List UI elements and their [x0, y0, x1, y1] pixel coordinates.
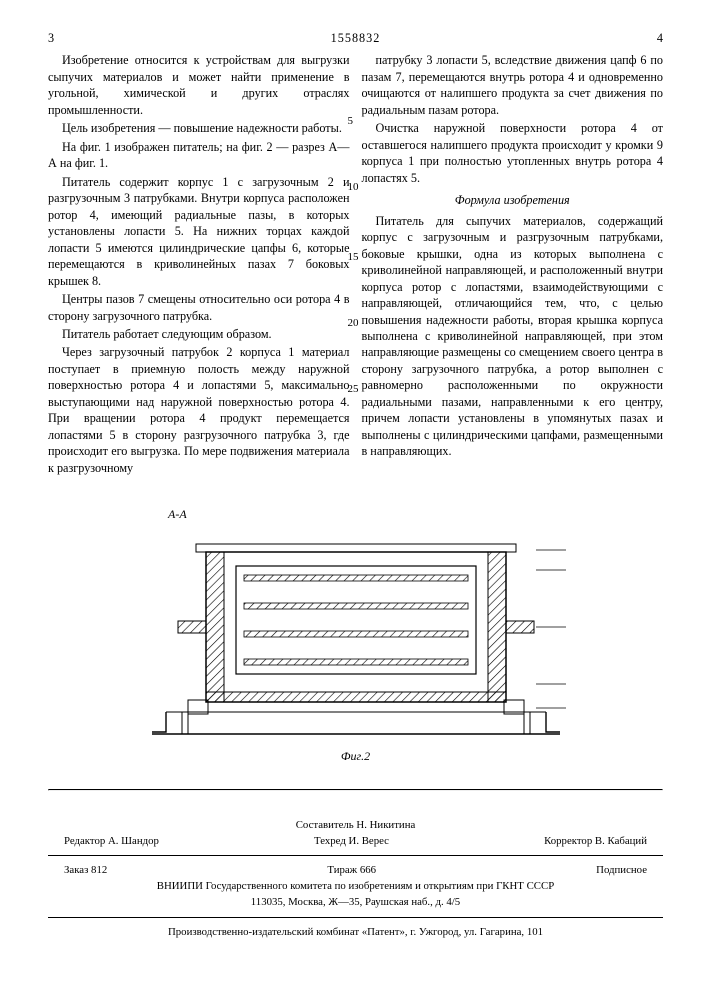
figure-2: А-А 15487 Фиг.2 — [48, 506, 663, 764]
section-label: А-А — [168, 506, 663, 522]
body-para: патрубку 3 лопасти 5, вследствие движени… — [362, 52, 664, 118]
line-marker: 20 — [348, 316, 359, 331]
body-para: Очистка наружной поверхности ротора 4 от… — [362, 120, 664, 186]
body-para: Изобретение относится к устройствам для … — [48, 52, 350, 118]
line-marker: 25 — [348, 382, 359, 397]
claim-text: Питатель для сыпучих материалов, содержа… — [362, 213, 664, 460]
divider — [48, 855, 663, 856]
body-para: Центры пазов 7 смещены относительно оси … — [48, 291, 350, 324]
figure-caption: Фиг.2 — [48, 748, 663, 764]
editor: Редактор А. Шандор — [64, 833, 159, 849]
body-para: Через загрузочный патрубок 2 корпуса 1 м… — [48, 344, 350, 476]
subscription: Подписное — [596, 862, 647, 878]
left-column: Изобретение относится к устройствам для … — [48, 52, 350, 478]
document-number: 1558832 — [72, 30, 639, 46]
body-para: На фиг. 1 изображен питатель; на фиг. 2 … — [48, 139, 350, 172]
credits-row: Редактор А. Шандор Техред И. Верес Корре… — [48, 833, 663, 849]
line-marker: 15 — [348, 250, 359, 265]
body-para: Питатель содержит корпус 1 с загрузочным… — [48, 174, 350, 289]
divider — [48, 789, 663, 791]
page-num-right: 4 — [639, 30, 663, 46]
order: Заказ 812 — [64, 862, 107, 878]
corrector: Корректор В. Кабаций — [544, 833, 647, 849]
page-num-left: 3 — [48, 30, 72, 46]
claim-title: Формула изобретения — [362, 192, 664, 208]
colophon: Составитель Н. Никитина Редактор А. Шанд… — [48, 817, 663, 940]
producer: Производственно-издательский комбинат «П… — [48, 924, 663, 940]
divider — [48, 917, 663, 918]
body-para: Питатель работает следующим образом. — [48, 326, 350, 342]
right-column: 5 10 15 20 25 патрубку 3 лопасти 5, всле… — [362, 52, 664, 478]
body-para: Цель изобретения — повышение надежности … — [48, 120, 350, 136]
line-marker: 10 — [348, 180, 359, 195]
tech-editor: Техред И. Верес — [314, 833, 389, 849]
organization: ВНИИПИ Государственного комитета по изоб… — [48, 878, 663, 894]
print-row: Заказ 812 Тираж 666 Подписное — [48, 862, 663, 878]
header: 3 1558832 4 — [48, 30, 663, 46]
address: 113035, Москва, Ж—35, Раушская наб., д. … — [48, 894, 663, 910]
tirazh: Тираж 666 — [327, 862, 376, 878]
text-columns: Изобретение относится к устройствам для … — [48, 52, 663, 478]
patent-page: 3 1558832 4 Изобретение относится к устр… — [0, 0, 707, 960]
figure-svg: 15487 — [146, 524, 566, 744]
compiler: Составитель Н. Никитина — [48, 817, 663, 833]
line-marker: 5 — [348, 114, 354, 129]
